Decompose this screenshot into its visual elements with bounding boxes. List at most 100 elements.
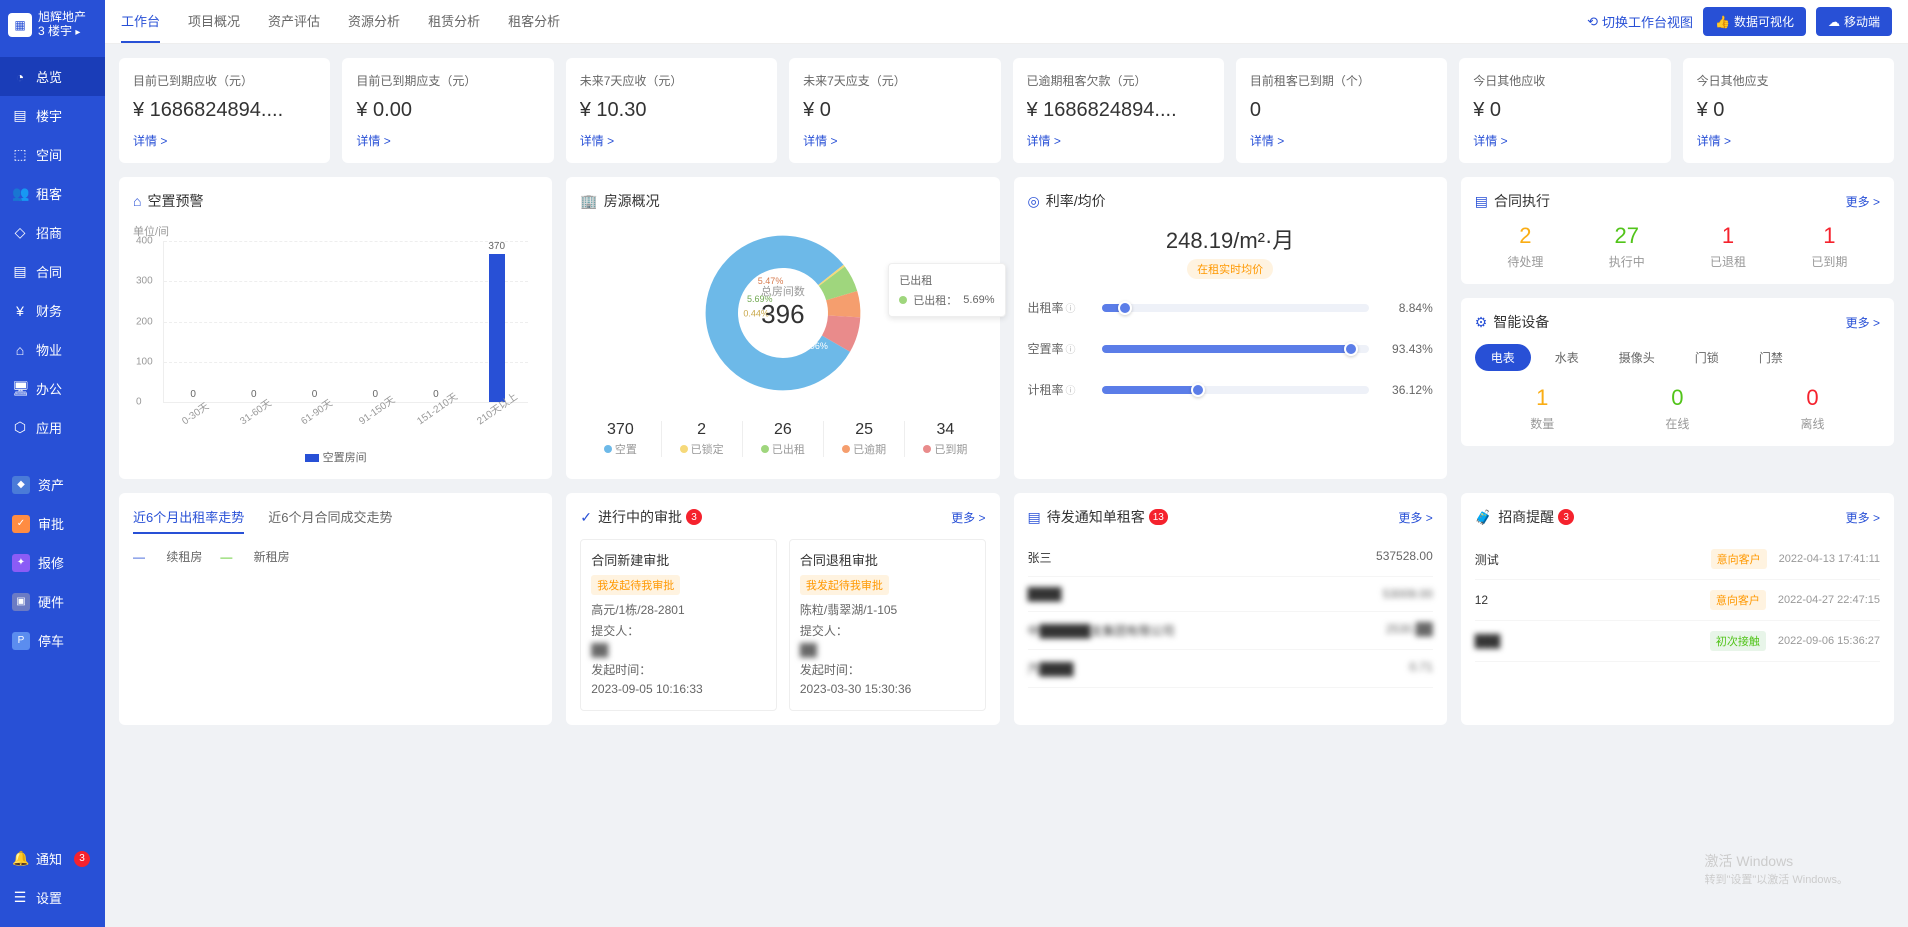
- housing-panel: 🏢房源概况 80.96%0.44%5.69%5.47% 总房间数 396 已出租…: [566, 177, 999, 479]
- device-tab-电表[interactable]: 电表: [1475, 344, 1531, 371]
- stat-card: 未来7天应支（元）¥ 0详情 >: [789, 58, 1000, 163]
- nav-icon: P: [12, 632, 30, 650]
- donut-legend-item: 370空置: [580, 421, 660, 457]
- donut-center-label: 总房间数: [761, 283, 805, 299]
- sidebar-item-资产[interactable]: ◆资产: [0, 465, 105, 504]
- sidebar-item-总览[interactable]: ◔ 总览: [0, 57, 105, 96]
- stat-value: ¥ 0: [803, 99, 986, 122]
- rates-panel: ◎利率/均价 248.19/m²·月 在租实时均价 出租率ⓘ8.84%空置率ⓘ9…: [1014, 177, 1447, 479]
- brand-name: 旭辉地产: [38, 10, 86, 24]
- device-tab-门禁[interactable]: 门禁: [1743, 344, 1799, 371]
- tab-工作台[interactable]: 工作台: [121, 0, 160, 43]
- sidebar-item-停车[interactable]: P停车: [0, 621, 105, 660]
- sidebar-item-租客[interactable]: 👥租客: [0, 174, 105, 213]
- bar: [489, 254, 505, 402]
- thumb-icon: 👍: [1715, 15, 1730, 29]
- tab-资产评估[interactable]: 资产评估: [268, 0, 320, 43]
- device-tab-门锁[interactable]: 门锁: [1679, 344, 1735, 371]
- approval-card[interactable]: 合同新建审批我发起待我审批高元/1栋/28-2801提交人：██发起时间：202…: [580, 539, 777, 711]
- reminder-row[interactable]: 测试意向客户2022-04-13 17:41:11: [1475, 539, 1880, 580]
- tab-项目概况[interactable]: 项目概况: [188, 0, 240, 43]
- mobile-button[interactable]: ☁移动端: [1816, 7, 1892, 36]
- trend-tab[interactable]: 近6个月出租率走势: [133, 507, 244, 534]
- trend-tab[interactable]: 近6个月合同成交走势: [268, 507, 392, 534]
- rate-badge: 在租实时均价: [1187, 259, 1273, 279]
- sidebar-item-设置[interactable]: ☰设置: [0, 878, 105, 917]
- tab-资源分析[interactable]: 资源分析: [348, 0, 400, 43]
- tab-租赁分析[interactable]: 租赁分析: [428, 0, 480, 43]
- nav-label: 审批: [38, 514, 64, 533]
- stat-detail-link[interactable]: 详情 >: [1473, 132, 1656, 149]
- brand-icon: ▦: [8, 13, 32, 37]
- approval-card[interactable]: 合同退租审批我发起待我审批陈粒/翡翠湖/1-105提交人：██发起时间：2023…: [789, 539, 986, 711]
- sidebar-item-财务[interactable]: ¥财务: [0, 291, 105, 330]
- notice-row[interactable]: 张三537528.00: [1028, 539, 1433, 577]
- reminders-title: 招商提醒: [1498, 507, 1554, 527]
- reminder-row[interactable]: 12意向客户2022-04-27 22:47:15: [1475, 580, 1880, 621]
- nav-icon: ▤: [12, 107, 28, 124]
- notice-row[interactable]: 中██████支集团有限公司2530.██: [1028, 612, 1433, 650]
- building-icon: 🏢: [580, 193, 597, 210]
- stat-detail-link[interactable]: 详情 >: [356, 132, 539, 149]
- nav-icon: ¥: [12, 303, 28, 319]
- sidebar-item-报修[interactable]: ✦报修: [0, 543, 105, 582]
- stat-title: 目前已到期应支（元）: [356, 72, 539, 89]
- approvals-badge: 3: [686, 509, 702, 525]
- stat-card: 目前已到期应收（元）¥ 1686824894....详情 >: [119, 58, 330, 163]
- stat-detail-link[interactable]: 详情 >: [1250, 132, 1433, 149]
- sidebar-item-办公[interactable]: 🖥办公: [0, 369, 105, 408]
- nav-icon: 👥: [12, 185, 28, 202]
- notice-row[interactable]: 汽████0.71: [1028, 650, 1433, 688]
- devices-title: 智能设备: [1493, 312, 1549, 332]
- sidebar-item-楼宇[interactable]: ▤ 楼宇: [0, 96, 105, 135]
- approvals-more-link[interactable]: 更多 >: [951, 509, 985, 526]
- stat-detail-link[interactable]: 详情 >: [580, 132, 763, 149]
- sidebar-item-硬件[interactable]: ▣硬件: [0, 582, 105, 621]
- nav-icon: ✓: [12, 515, 30, 533]
- reminder-icon: 🧳: [1475, 509, 1492, 526]
- sidebar-item-物业[interactable]: ⌂物业: [0, 330, 105, 369]
- stat-value: 0: [1250, 99, 1433, 122]
- sidebar-item-应用[interactable]: ⬡应用: [0, 408, 105, 447]
- stat-detail-link[interactable]: 详情 >: [133, 132, 316, 149]
- nav-icon: ✦: [12, 554, 30, 572]
- nav-icon: ◔: [12, 69, 28, 85]
- switch-view-link[interactable]: ⟲切换工作台视图: [1587, 12, 1693, 31]
- stat-card: 已逾期租客欠款（元）¥ 1686824894....详情 >: [1013, 58, 1224, 163]
- reminders-more-link[interactable]: 更多 >: [1846, 509, 1880, 526]
- sidebar-item-合同[interactable]: ▤合同: [0, 252, 105, 291]
- nav-label: 办公: [36, 379, 62, 398]
- device-tab-摄像头[interactable]: 摄像头: [1603, 344, 1671, 371]
- devices-panel: ⚙智能设备更多 > 电表水表摄像头门锁门禁 1数量0在线0离线: [1461, 298, 1894, 446]
- sidebar-item-审批[interactable]: ✓ 审批: [0, 504, 105, 543]
- stat-value: ¥ 0: [1473, 99, 1656, 122]
- data-viz-button[interactable]: 👍数据可视化: [1703, 7, 1806, 36]
- reminders-panel: 🧳招商提醒3更多 > 测试意向客户2022-04-13 17:41:1112意向…: [1461, 493, 1894, 725]
- nav-icon: ◇: [12, 224, 28, 241]
- sidebar-item-空间[interactable]: ⬚空间: [0, 135, 105, 174]
- devices-more-link[interactable]: 更多 >: [1846, 314, 1880, 331]
- sidebar-item-通知[interactable]: 🔔通知3: [0, 839, 105, 878]
- contract-more-link[interactable]: 更多 >: [1846, 193, 1880, 210]
- stat-detail-link[interactable]: 详情 >: [1027, 132, 1210, 149]
- tab-租客分析[interactable]: 租客分析: [508, 0, 560, 43]
- topbar: 工作台项目概况资产评估资源分析租赁分析租客分析 ⟲切换工作台视图 👍数据可视化 …: [105, 0, 1908, 44]
- device-tab-水表[interactable]: 水表: [1539, 344, 1595, 371]
- nav-icon: ⬡: [12, 419, 28, 436]
- nav-label: 资产: [38, 475, 64, 494]
- notices-panel: ▤待发通知单租客13更多 > 张三537528.00████53009.00中█…: [1014, 493, 1447, 725]
- stat-detail-link[interactable]: 详情 >: [803, 132, 986, 149]
- nav-label: 总览: [36, 67, 62, 86]
- device-icon: ⚙: [1475, 314, 1488, 331]
- notices-more-link[interactable]: 更多 >: [1398, 509, 1432, 526]
- nav-label: 招商: [36, 223, 62, 242]
- notice-row[interactable]: ████53009.00: [1028, 577, 1433, 612]
- sidebar-item-招商[interactable]: ◇ 招商: [0, 213, 105, 252]
- nav-label: 楼宇: [36, 106, 62, 125]
- nav-label: 设置: [36, 888, 62, 907]
- nav-label: 通知: [36, 849, 62, 868]
- stat-detail-link[interactable]: 详情 >: [1697, 132, 1880, 149]
- reminder-row[interactable]: ███初次接触2022-09-06 15:36:27: [1475, 621, 1880, 662]
- brand-selector[interactable]: ▦ 旭辉地产 3 楼宇 ▸: [0, 0, 105, 49]
- approvals-panel: ✓进行中的审批3更多 > 合同新建审批我发起待我审批高元/1栋/28-2801提…: [566, 493, 999, 725]
